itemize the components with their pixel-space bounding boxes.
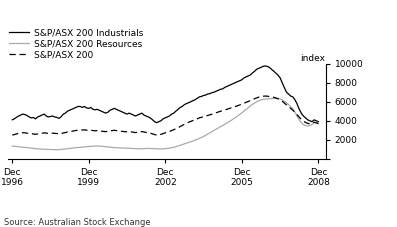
Text: Source: Australian Stock Exchange: Source: Australian Stock Exchange	[4, 218, 150, 227]
Text: index: index	[301, 54, 326, 63]
Legend: S&P/ASX 200 Industrials, S&P/ASX 200 Resources, S&P/ASX 200: S&P/ASX 200 Industrials, S&P/ASX 200 Res…	[9, 28, 143, 59]
